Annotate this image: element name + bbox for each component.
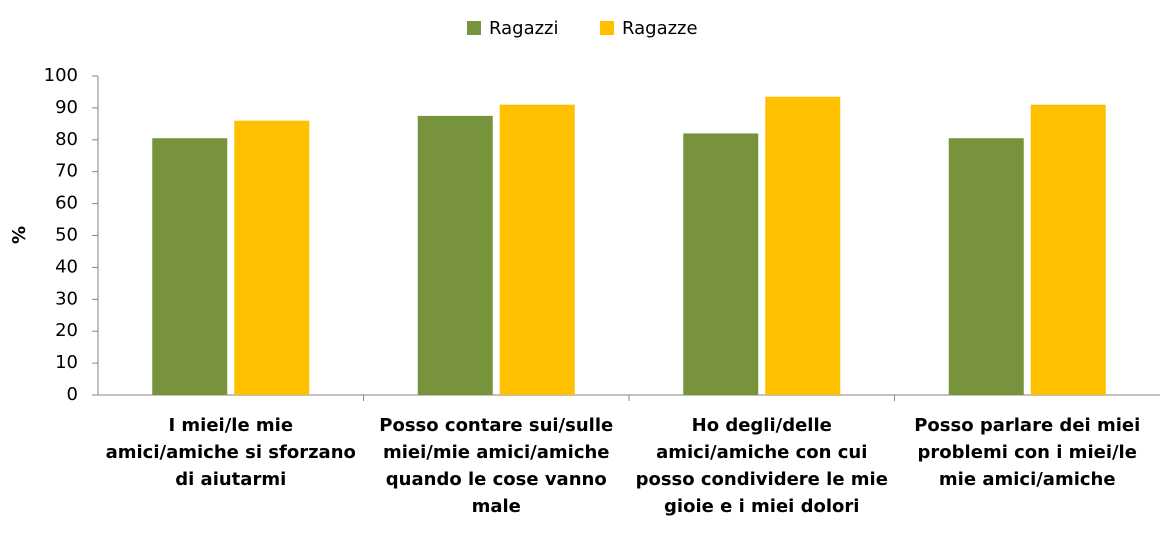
y-tick-label: 100 — [44, 65, 78, 86]
legend-label: Ragazzi — [489, 18, 559, 39]
y-tick-label: 30 — [55, 288, 78, 309]
bar — [1030, 104, 1106, 396]
y-axis-label: % — [9, 226, 30, 244]
x-tick-label: Ho degli/delle amici/amiche con cui poss… — [635, 415, 888, 517]
y-tick-label: 10 — [55, 352, 78, 373]
y-tick-label: 90 — [55, 97, 78, 118]
y-tick-label: 50 — [55, 225, 78, 246]
bar — [499, 104, 575, 396]
y-tick-label: 70 — [55, 161, 78, 182]
bar — [948, 138, 1024, 395]
y-tick-label: 0 — [67, 384, 78, 405]
bar — [417, 115, 493, 395]
x-tick-label: Posso parlare dei miei problemi con i mi… — [914, 415, 1141, 490]
y-tick-label: 20 — [55, 320, 78, 341]
y-tick-label: 80 — [55, 129, 78, 150]
bar — [683, 133, 759, 396]
bar — [234, 120, 310, 395]
y-tick-label: 40 — [55, 256, 78, 277]
bar — [152, 138, 228, 395]
x-tick-label: Posso contare sui/sulle miei/mie amici/a… — [379, 415, 614, 517]
legend-swatch — [600, 21, 614, 35]
y-tick-label: 60 — [55, 193, 78, 214]
legend-swatch — [467, 21, 481, 35]
x-tick-label: I miei/le mie amici/amiche si sforzano d… — [105, 415, 356, 490]
legend-label: Ragazze — [622, 18, 698, 39]
bar — [765, 96, 841, 396]
